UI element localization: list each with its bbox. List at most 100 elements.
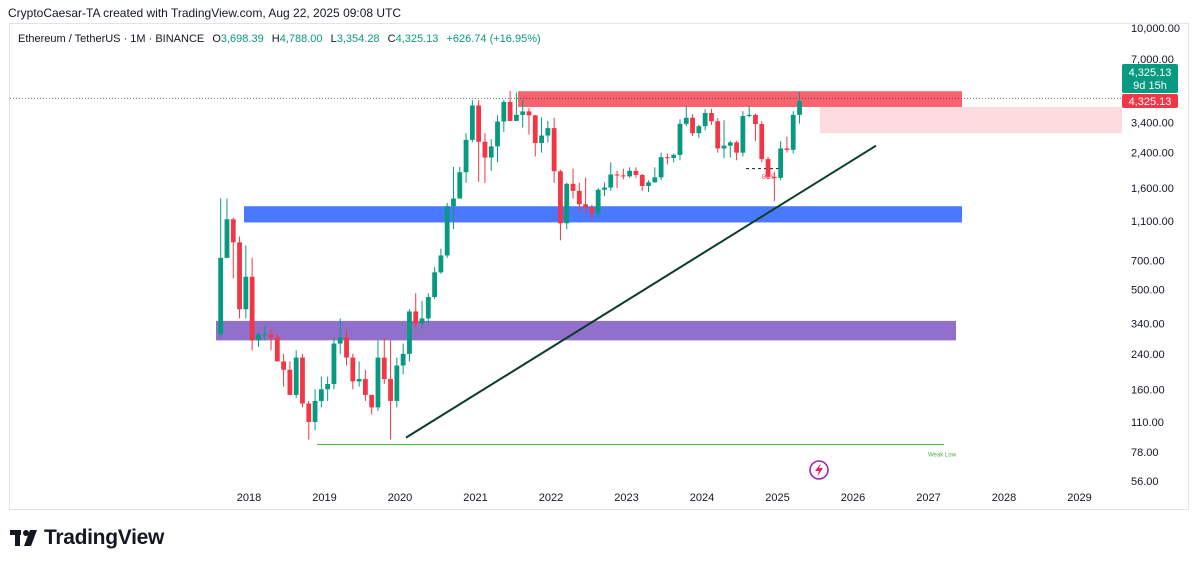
candle — [734, 140, 740, 161]
candle — [583, 177, 589, 214]
change-value: +626.74 (+16.95%) — [446, 33, 541, 45]
candle-body — [230, 219, 236, 243]
low-label: L — [330, 33, 337, 45]
candle-body — [627, 170, 633, 177]
candle-body — [356, 378, 362, 382]
candle-body — [664, 157, 670, 159]
price-axis[interactable]: 10,000.00 7,000.00 3,400.00 2,400.00 1,600.0… — [1131, 23, 1180, 488]
candle — [595, 188, 601, 217]
candle-body — [564, 183, 570, 224]
candle — [507, 90, 513, 121]
open-label: O — [212, 33, 221, 45]
last-price-tag: 4,325.13 9d 15h 4,325.13 — [1122, 64, 1178, 108]
candle-body — [558, 171, 563, 224]
candle-body — [362, 378, 368, 395]
candle — [331, 337, 337, 390]
candle-body — [482, 141, 488, 158]
candle — [432, 266, 438, 299]
candle — [740, 111, 746, 157]
candle-body — [658, 157, 664, 178]
candle-body — [369, 394, 375, 408]
trendline[interactable] — [405, 144, 877, 439]
price-axis-tick: 240.00 — [1131, 349, 1165, 361]
candle-body — [702, 112, 708, 127]
candle — [709, 108, 714, 125]
supply-light-zone — [820, 106, 1122, 134]
candle-body — [759, 124, 765, 160]
candle — [262, 326, 268, 341]
candle — [469, 100, 475, 143]
demand-zone-blue — [244, 206, 962, 223]
candle-body — [797, 101, 802, 115]
candle — [350, 353, 356, 390]
candle-body — [690, 117, 695, 134]
time-axis-tick: 2022 — [539, 492, 563, 504]
candle-body — [671, 154, 677, 158]
alt-price-tag-price: 4,325.13 — [1129, 96, 1172, 108]
time-axis-tick: 2021 — [463, 492, 487, 504]
candle-body — [683, 117, 689, 124]
candle-body — [753, 114, 758, 125]
candle-body — [400, 353, 406, 366]
time-axis[interactable]: 2018 2019 2020 2021 2022 2023 2024 2025 2026 2027… — [237, 492, 1092, 504]
candle-body — [696, 126, 702, 134]
candle — [664, 153, 670, 165]
candle-body — [721, 145, 727, 149]
lightning-icon[interactable] — [809, 460, 829, 480]
candle — [419, 300, 425, 329]
time-axis-tick: 2028 — [992, 492, 1016, 504]
brand-name: TradingView — [44, 526, 165, 549]
candle — [551, 117, 557, 183]
candle-body — [325, 383, 331, 390]
candle-body — [520, 111, 526, 115]
candle — [413, 293, 419, 329]
candle-body — [394, 365, 400, 401]
candle — [671, 153, 677, 163]
candle-body — [318, 389, 324, 401]
candle — [237, 236, 242, 319]
time-axis-tick: 2027 — [916, 492, 940, 504]
candle — [495, 115, 500, 163]
candle — [451, 166, 456, 230]
candle-body — [350, 357, 356, 382]
candle-body — [419, 318, 425, 324]
candle-body — [633, 170, 639, 175]
alt-price-tag-bg — [1122, 94, 1178, 108]
candle-body — [495, 121, 500, 147]
candle-body — [595, 189, 601, 214]
candle-body — [513, 114, 519, 121]
candle — [388, 340, 393, 440]
candle-body — [381, 357, 387, 379]
candle-body — [532, 115, 538, 144]
candle — [362, 369, 368, 401]
candle — [513, 92, 519, 121]
candle — [457, 166, 463, 199]
candle-body — [771, 176, 777, 178]
candle — [696, 124, 702, 138]
candle — [501, 99, 507, 133]
time-axis-tick: 2024 — [690, 492, 714, 504]
candle — [325, 376, 331, 401]
candle-body — [602, 187, 607, 190]
candle-body — [778, 148, 784, 178]
candle — [520, 99, 526, 128]
candle-body — [451, 198, 456, 207]
candle — [281, 353, 287, 387]
candle-body — [444, 206, 450, 256]
open-value: 3,698.39 — [220, 33, 264, 45]
candle-body — [224, 219, 230, 258]
candle-body — [337, 337, 343, 344]
candle — [375, 340, 381, 411]
candle — [274, 334, 280, 362]
candle — [602, 182, 607, 197]
candle — [381, 337, 387, 384]
candle — [746, 105, 752, 118]
candle-body — [268, 334, 274, 338]
price-axis-tick: 1,600.00 — [1131, 183, 1174, 195]
candle — [614, 170, 620, 189]
candle-body — [545, 128, 551, 136]
candle — [589, 204, 595, 221]
candle-body — [784, 148, 790, 150]
candle — [337, 318, 343, 354]
